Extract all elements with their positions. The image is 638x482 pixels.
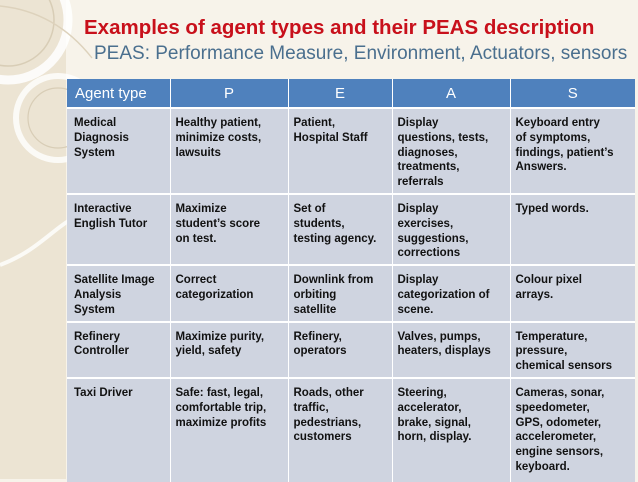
cell-text: Satellite Image Analysis System <box>74 274 155 316</box>
cell-actuators: Display exercises, suggestions, correcti… <box>391 192 510 266</box>
cell-text: Patient, Hospital Staff <box>293 117 368 144</box>
cell-sensors: Colour pixel arrays. <box>509 264 635 322</box>
cell-agent-type: Taxi Driver <box>67 376 170 482</box>
cell-text: Cameras, sonar, speedometer, GPS, odomet… <box>515 386 605 473</box>
cell-sensors: Typed words. <box>509 192 635 266</box>
header-sensors: S <box>509 79 635 108</box>
header-performance: P <box>169 79 288 108</box>
cell-text: Maximize purity, yield, safety <box>175 330 265 358</box>
cell-performance: Healthy patient, minimize costs, lawsuit… <box>169 107 288 194</box>
header-environment: E <box>287 79 392 108</box>
cell-environment: Downlink from orbiting satellite <box>287 264 392 322</box>
cell-text: Interactive English Tutor <box>74 202 148 230</box>
cell-environment: Set of students, testing agency. <box>287 192 392 266</box>
cell-text: Refinery Controller <box>74 330 129 358</box>
peas-table: Agent type P E A S Medical Diagnosis Sys… <box>67 79 635 482</box>
cell-text: Valves, pumps, heaters, displays <box>397 330 491 358</box>
cell-text: Correct categorization <box>175 274 254 301</box>
cell-text: Steering, accelerator, brake, signal, ho… <box>397 386 472 444</box>
cell-actuators: Display questions, tests, diagnoses, tre… <box>391 107 510 194</box>
slide-subtitle: PEAS: Performance Measure, Environment, … <box>94 43 628 64</box>
header-agent-type: Agent type <box>67 79 170 108</box>
cell-text: Taxi Driver <box>74 386 133 399</box>
cell-sensors: Keyboard entry of symptoms, findings, pa… <box>509 107 635 194</box>
cell-text: Medical Diagnosis System <box>74 117 129 159</box>
cell-text: Healthy patient, minimize costs, lawsuit… <box>175 117 262 159</box>
cell-environment: Refinery, operators <box>287 320 392 378</box>
cell-environment: Roads, other traffic, pedestrians, custo… <box>287 376 392 482</box>
cell-agent-type: Satellite Image Analysis System <box>67 264 170 322</box>
table-header-row: Agent type P E A S <box>67 79 635 108</box>
table-row: Taxi Driver Safe: fast, legal, comfortab… <box>67 376 635 482</box>
cell-agent-type: Interactive English Tutor <box>67 192 170 266</box>
table-row: Interactive English Tutor Maximize stude… <box>67 192 635 266</box>
cell-agent-type: Refinery Controller <box>67 320 170 378</box>
table-row: Medical Diagnosis System Healthy patient… <box>67 107 635 194</box>
slide-title: Examples of agent types and their PEAS d… <box>84 16 595 39</box>
cell-text: Safe: fast, legal, comfortable trip, max… <box>175 386 267 429</box>
cell-text: Typed words. <box>515 202 589 215</box>
cell-text: Display exercises, suggestions, correcti… <box>397 202 469 260</box>
cell-actuators: Valves, pumps, heaters, displays <box>391 320 510 378</box>
cell-text: Downlink from orbiting satellite <box>293 274 374 316</box>
cell-text: Colour pixel arrays. <box>515 274 582 301</box>
cell-performance: Correct categorization <box>169 264 288 322</box>
cell-text: Keyboard entry of symptoms, findings, pa… <box>515 117 614 174</box>
cell-text: Roads, other traffic, pedestrians, custo… <box>293 386 364 444</box>
cell-text: Set of students, testing agency. <box>293 202 377 245</box>
cell-actuators: Steering, accelerator, brake, signal, ho… <box>391 376 510 482</box>
table-row: Refinery Controller Maximize purity, yie… <box>67 320 635 378</box>
cell-environment: Patient, Hospital Staff <box>287 107 392 194</box>
cell-sensors: Cameras, sonar, speedometer, GPS, odomet… <box>509 376 635 482</box>
cell-text: Maximize student’s score on test. <box>175 202 261 245</box>
cell-agent-type: Medical Diagnosis System <box>67 107 170 194</box>
cell-performance: Maximize purity, yield, safety <box>169 320 288 378</box>
cell-sensors: Temperature, pressure, chemical sensors <box>509 320 635 378</box>
table-row: Satellite Image Analysis System Correct … <box>67 264 635 322</box>
cell-performance: Maximize student’s score on test. <box>169 192 288 266</box>
header-actuators: A <box>391 79 510 108</box>
cell-performance: Safe: fast, legal, comfortable trip, max… <box>169 376 288 482</box>
cell-text: Display questions, tests, diagnoses, tre… <box>397 117 489 189</box>
cell-text: Display categorization of scene. <box>397 274 490 316</box>
cell-actuators: Display categorization of scene. <box>391 264 510 322</box>
cell-text: Refinery, operators <box>293 330 347 358</box>
cell-text: Temperature, pressure, chemical sensors <box>515 330 613 373</box>
